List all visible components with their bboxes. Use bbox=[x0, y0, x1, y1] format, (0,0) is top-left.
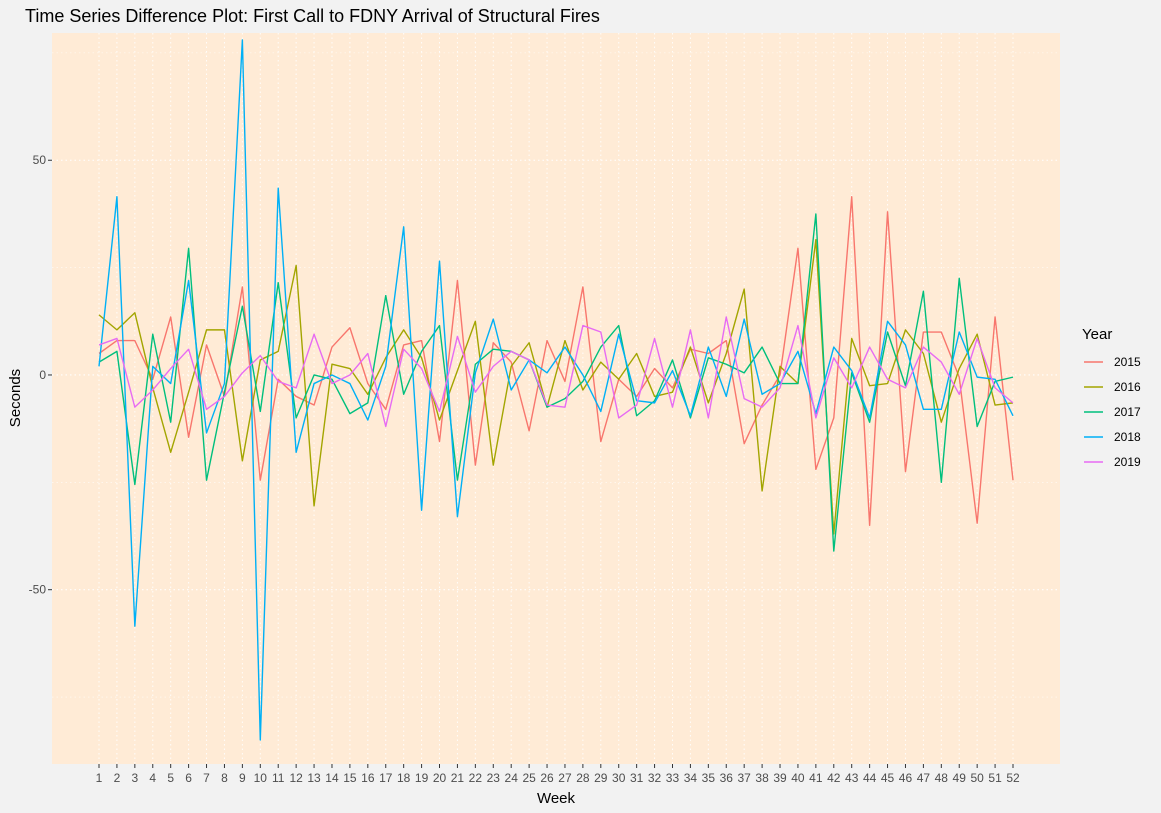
x-tick-label: 39 bbox=[773, 771, 787, 785]
x-tick-label: 50 bbox=[970, 771, 984, 785]
chart-title: Time Series Difference Plot: First Call … bbox=[25, 6, 600, 26]
x-tick-label: 23 bbox=[487, 771, 501, 785]
x-tick-label: 12 bbox=[289, 771, 303, 785]
y-tick-label: -50 bbox=[29, 583, 47, 597]
x-tick-label: 49 bbox=[953, 771, 967, 785]
x-tick-label: 45 bbox=[881, 771, 895, 785]
x-tick-label: 32 bbox=[648, 771, 662, 785]
legend-item-2017: 2017 bbox=[1082, 401, 1141, 424]
x-tick-label: 11 bbox=[272, 771, 285, 785]
x-tick-label: 38 bbox=[755, 771, 769, 785]
x-tick-label: 28 bbox=[576, 771, 590, 785]
series-line-2017 bbox=[98, 213, 1014, 552]
legend-title: Year bbox=[1082, 326, 1112, 343]
x-tick-label: 21 bbox=[451, 771, 465, 785]
x-tick-label: 14 bbox=[325, 771, 339, 785]
x-tick-label: 33 bbox=[666, 771, 680, 785]
x-tick-label: 51 bbox=[988, 771, 1002, 785]
x-tick-label: 16 bbox=[361, 771, 375, 785]
x-tick-label: 3 bbox=[131, 771, 138, 785]
x-tick-label: 6 bbox=[185, 771, 192, 785]
legend-item-2015: 2015 bbox=[1082, 351, 1141, 374]
x-tick-label: 36 bbox=[720, 771, 734, 785]
x-tick-label: 22 bbox=[469, 771, 483, 785]
x-tick-label: 4 bbox=[149, 771, 156, 785]
x-tick-label: 19 bbox=[415, 771, 429, 785]
x-tick-label: 52 bbox=[1006, 771, 1020, 785]
x-tick-label: 43 bbox=[845, 771, 859, 785]
x-tick-label: 17 bbox=[379, 771, 393, 785]
x-tick-label: 10 bbox=[254, 771, 268, 785]
legend: Year 2015 2016 2017 2018 2019 bbox=[1082, 326, 1141, 474]
x-tick-label: 31 bbox=[630, 771, 644, 785]
x-tick-label: 1 bbox=[96, 771, 103, 785]
series-line-2018 bbox=[98, 39, 1014, 741]
x-tick-label: 2 bbox=[114, 771, 121, 785]
x-tick-label: 8 bbox=[221, 771, 228, 785]
y-tick-label: 50 bbox=[33, 153, 47, 167]
x-tick-label: 29 bbox=[594, 771, 608, 785]
legend-label: 2019 bbox=[1114, 455, 1141, 469]
x-tick-label: 30 bbox=[612, 771, 626, 785]
y-axis-title: Seconds bbox=[7, 369, 24, 427]
plot-panel bbox=[52, 33, 1060, 764]
series-line-2019 bbox=[98, 316, 1014, 428]
legend-label: 2015 bbox=[1114, 355, 1141, 369]
x-tick-label: 7 bbox=[203, 771, 210, 785]
legend-label: 2018 bbox=[1114, 430, 1141, 444]
x-tick-label: 25 bbox=[522, 771, 536, 785]
x-tick-label: 48 bbox=[935, 771, 949, 785]
legend-item-2018: 2018 bbox=[1082, 426, 1141, 449]
x-tick-label: 20 bbox=[433, 771, 447, 785]
x-tick-label: 46 bbox=[899, 771, 913, 785]
x-tick-label: 37 bbox=[737, 771, 751, 785]
x-tick-label: 40 bbox=[791, 771, 805, 785]
y-tick-label: 0 bbox=[39, 368, 46, 382]
x-tick-label: 42 bbox=[827, 771, 841, 785]
x-tick-label: 35 bbox=[702, 771, 716, 785]
x-tick-label: 13 bbox=[307, 771, 321, 785]
x-tick-label: 9 bbox=[239, 771, 246, 785]
x-tick-label: 26 bbox=[540, 771, 554, 785]
x-tick-label: 41 bbox=[809, 771, 823, 785]
legend-label: 2016 bbox=[1114, 380, 1141, 394]
x-tick-label: 44 bbox=[863, 771, 877, 785]
legend-item-2019: 2019 bbox=[1082, 451, 1141, 474]
grid-lines bbox=[52, 33, 1060, 764]
x-tick-label: 24 bbox=[505, 771, 519, 785]
x-tick-label: 15 bbox=[343, 771, 357, 785]
x-tick-label: 5 bbox=[167, 771, 174, 785]
series-lines bbox=[98, 39, 1014, 741]
y-axis: -50 0 50 bbox=[29, 153, 52, 597]
x-axis-title: Week bbox=[537, 790, 576, 807]
x-tick-label: 27 bbox=[558, 771, 572, 785]
legend-item-2016: 2016 bbox=[1082, 376, 1141, 399]
x-tick-label: 34 bbox=[684, 771, 698, 785]
x-axis: 1 2 3 4 5 6 7 8 9 10 11 12 13 14 15 16 17 18 19 20 21 22 23 24 2… bbox=[96, 764, 1020, 785]
legend-label: 2017 bbox=[1114, 405, 1141, 419]
x-tick-label: 47 bbox=[917, 771, 931, 785]
x-tick-label: 18 bbox=[397, 771, 411, 785]
